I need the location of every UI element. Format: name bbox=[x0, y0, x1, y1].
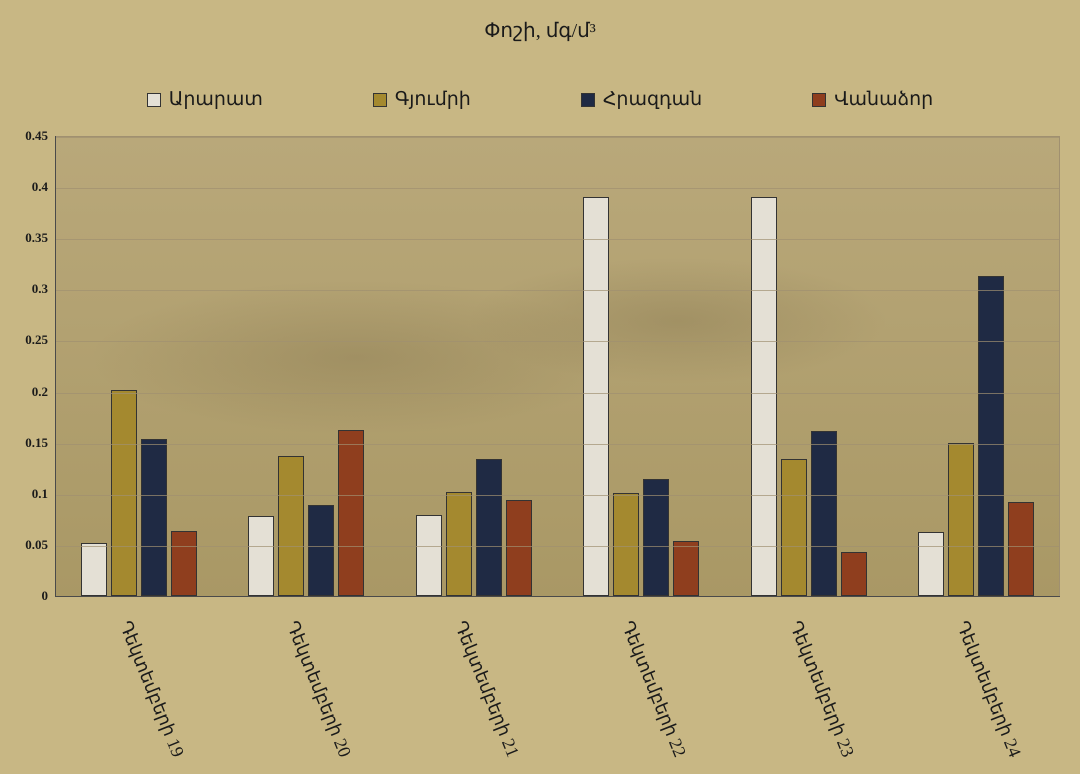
x-axis-line bbox=[55, 596, 1060, 597]
legend-label: Հրազդան bbox=[603, 88, 702, 111]
gridline bbox=[55, 341, 1059, 342]
bar bbox=[338, 430, 364, 596]
chart-title: Փոշի, մգ/մ³ bbox=[0, 18, 1080, 43]
bar bbox=[751, 197, 777, 596]
bar bbox=[248, 516, 274, 596]
y-tick-label: 0 bbox=[8, 588, 48, 604]
legend-label: Գյումրի bbox=[395, 88, 471, 111]
bar bbox=[141, 439, 167, 596]
gridline bbox=[55, 444, 1059, 445]
y-tick-label: 0.2 bbox=[8, 384, 48, 400]
x-tick-label: Դեկտեմբերի 20 bbox=[282, 618, 356, 760]
legend-swatch bbox=[581, 93, 595, 107]
bar bbox=[643, 479, 669, 596]
legend-item: Հրազդան bbox=[581, 88, 702, 111]
x-tick-label: Դեկտեմբերի 23 bbox=[784, 618, 858, 760]
bar bbox=[506, 500, 532, 596]
bar bbox=[841, 552, 867, 596]
y-tick-label: 0.05 bbox=[8, 537, 48, 553]
bar bbox=[278, 456, 304, 596]
bar bbox=[171, 531, 197, 596]
x-axis-labels: Դեկտեմբերի 19 Դեկտեմբերի 20 Դեկտեմբերի 21 Դ… bbox=[55, 606, 1060, 766]
legend-item: Վանաձոր bbox=[812, 88, 933, 111]
legend-swatch bbox=[812, 93, 826, 107]
bar bbox=[81, 543, 107, 596]
bar bbox=[416, 515, 442, 596]
gridline bbox=[55, 495, 1059, 496]
legend-swatch bbox=[147, 93, 161, 107]
bar bbox=[476, 459, 502, 596]
bar bbox=[948, 443, 974, 596]
bar bbox=[111, 390, 137, 596]
gridline bbox=[55, 290, 1059, 291]
legend-swatch bbox=[373, 93, 387, 107]
bar bbox=[308, 505, 334, 596]
legend-label: Վանաձոր bbox=[834, 88, 933, 111]
legend-label: Արարատ bbox=[169, 88, 263, 111]
gridline bbox=[55, 239, 1059, 240]
legend-item: Արարատ bbox=[147, 88, 263, 111]
y-axis-line bbox=[55, 136, 56, 596]
bar bbox=[613, 493, 639, 596]
legend-item: Գյումրի bbox=[373, 88, 471, 111]
y-tick-label: 0.1 bbox=[8, 486, 48, 502]
gridline bbox=[55, 546, 1059, 547]
y-tick-label: 0.25 bbox=[8, 332, 48, 348]
bar bbox=[811, 431, 837, 596]
chart-root: Փոշի, մգ/մ³ ԱրարատԳյումրիՀրազդանՎանաձոր … bbox=[0, 0, 1080, 774]
bar bbox=[978, 276, 1004, 596]
bar bbox=[1008, 502, 1034, 596]
bar bbox=[673, 541, 699, 596]
bar bbox=[446, 492, 472, 596]
bar bbox=[583, 197, 609, 596]
bar bbox=[781, 459, 807, 596]
y-tick-label: 0.35 bbox=[8, 230, 48, 246]
legend: Արարատ Գյումրի Հրազդան Վանաձոր bbox=[0, 88, 1080, 111]
x-tick-label: Դեկտեմբերի 24 bbox=[952, 618, 1026, 760]
x-tick-label: Դեկտեմբերի 21 bbox=[449, 618, 523, 760]
y-tick-label: 0.15 bbox=[8, 435, 48, 451]
x-tick-label: Դեկտեմբերի 19 bbox=[114, 618, 188, 760]
x-tick-label: Դեկտեմբերի 22 bbox=[617, 618, 691, 760]
y-tick-label: 0.3 bbox=[8, 281, 48, 297]
gridline bbox=[55, 393, 1059, 394]
y-tick-label: 0.4 bbox=[8, 179, 48, 195]
y-tick-label: 0.45 bbox=[8, 128, 48, 144]
gridline bbox=[55, 137, 1059, 138]
plot-area bbox=[55, 136, 1060, 596]
bar bbox=[918, 532, 944, 596]
bars-layer bbox=[55, 137, 1059, 596]
gridline bbox=[55, 188, 1059, 189]
